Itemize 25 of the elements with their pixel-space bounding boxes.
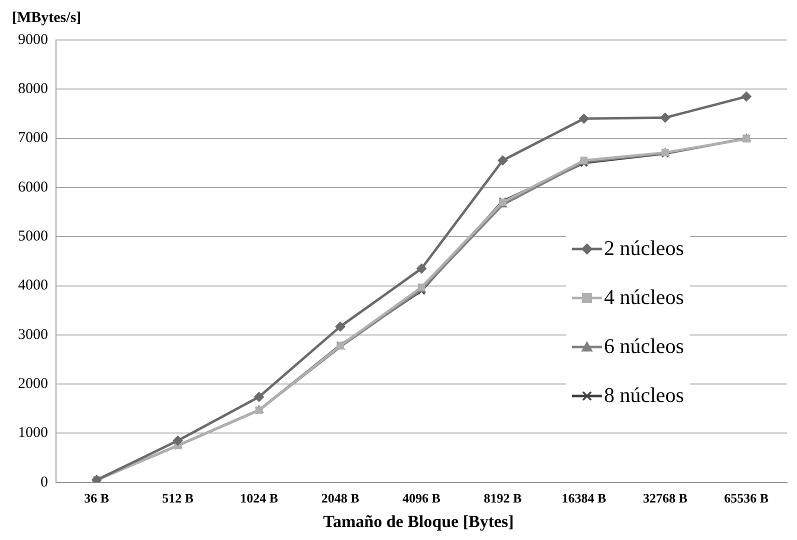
x-tick-label: 65536 B bbox=[724, 490, 769, 506]
legend-label: 4 núcleos bbox=[604, 285, 684, 310]
x-tick-label: 1024 B bbox=[240, 490, 278, 506]
y-tick-label: 8000 bbox=[18, 81, 48, 98]
y-tick-label: 2000 bbox=[18, 376, 48, 392]
legend-label: 6 núcleos bbox=[604, 334, 684, 359]
legend-label: 8 núcleos bbox=[604, 383, 684, 408]
x-tick-label: 32768 B bbox=[642, 490, 688, 506]
x-tick-label: 8192 B bbox=[484, 490, 522, 506]
y-tick-label: 5000 bbox=[18, 228, 48, 245]
y-tick-label: 9000 bbox=[18, 32, 48, 48]
legend-label: 2 núcleos bbox=[604, 236, 684, 261]
x-tick-label: 36 B bbox=[84, 490, 110, 506]
x-tick-label: 2048 B bbox=[321, 490, 360, 506]
y-tick-label: 4000 bbox=[18, 278, 48, 294]
y-tick-label: 1000 bbox=[18, 425, 48, 442]
y-tick-label: 6000 bbox=[18, 179, 48, 196]
y-tick-label: 3000 bbox=[18, 326, 48, 343]
x-tick-label: 16384 B bbox=[562, 490, 606, 506]
x-tick-label: 4096 B bbox=[402, 490, 441, 506]
y-tick-label: 7000 bbox=[18, 130, 48, 146]
y-axis-title: [MBytes/s] bbox=[12, 10, 82, 27]
x-tick-label: 512 B bbox=[162, 490, 194, 506]
x-axis-title: Tamaño de Bloque [Bytes] bbox=[322, 512, 515, 532]
y-tick-label: 0 bbox=[40, 474, 48, 490]
